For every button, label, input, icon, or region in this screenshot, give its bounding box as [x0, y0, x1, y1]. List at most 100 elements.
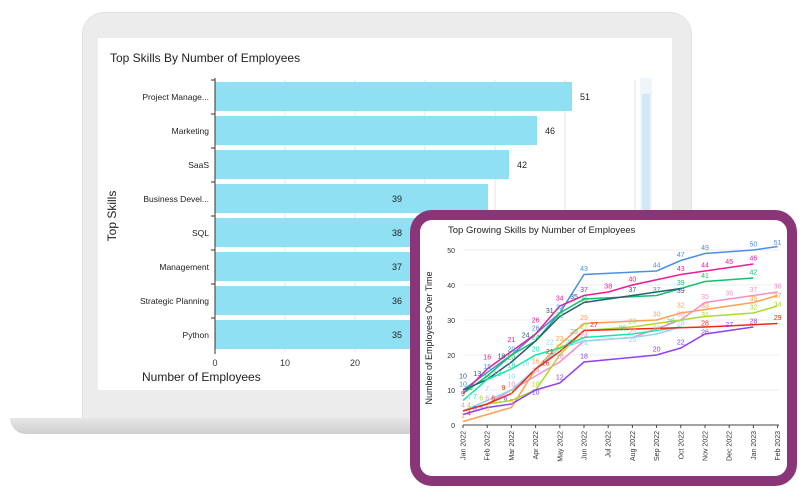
series-line [462, 322, 778, 412]
data-label: 10 [508, 382, 516, 389]
y-tick-label: 40 [447, 283, 455, 290]
category-label: SQL [192, 228, 209, 238]
data-label: 30 [677, 312, 685, 319]
data-label: 41 [701, 273, 709, 280]
data-label: 36 [392, 296, 402, 306]
data-label: 45 [725, 259, 733, 266]
data-label: 43 [677, 266, 685, 273]
x-tick-label: Jun 2022 [582, 431, 589, 460]
data-label: 42 [750, 270, 758, 277]
data-label: 28 [750, 319, 758, 326]
data-label: 35 [701, 294, 709, 301]
data-label: 24 [532, 335, 540, 342]
data-label: 7 [485, 386, 489, 393]
data-label: 10 [459, 382, 467, 389]
data-label: 33 [701, 303, 709, 310]
bar-chart: Top Skills By Number of Employees Number… [105, 51, 652, 388]
series-line [462, 277, 754, 395]
data-label: 13 [493, 371, 501, 378]
data-label: 32 [556, 305, 564, 312]
data-label: 46 [545, 126, 555, 136]
data-label: 26 [653, 326, 661, 333]
data-label: 37 [392, 262, 402, 272]
data-label: 27 [580, 324, 588, 331]
data-label: 10 [459, 374, 467, 381]
data-label: 31 [701, 312, 709, 319]
data-label: 6 [491, 396, 495, 403]
data-label: 9 [461, 391, 465, 398]
data-label: 16 [542, 361, 550, 368]
data-label: 42 [517, 160, 527, 170]
data-label: 47 [677, 252, 685, 259]
data-label: 22 [677, 340, 685, 347]
data-label: 37 [774, 293, 782, 300]
data-label: 23 [556, 336, 564, 343]
data-label: 37 [653, 287, 661, 294]
data-label: 5 [479, 405, 483, 412]
data-label: 31 [546, 308, 554, 315]
data-label: 18 [556, 354, 564, 361]
data-label: 39 [392, 194, 402, 204]
data-label: 24 [522, 333, 530, 340]
data-label: 5 [509, 399, 513, 406]
data-label: 4 [467, 395, 471, 402]
data-label: 7 [509, 390, 513, 397]
x-tick-label: Aug 2022 [630, 431, 637, 461]
x-tick-label: Jan 2023 [751, 431, 758, 460]
data-label: 18 [580, 354, 588, 361]
data-label: 28 [701, 321, 709, 328]
data-label: 6 [479, 396, 483, 403]
data-label: 25 [570, 329, 578, 336]
data-label: 38 [392, 228, 402, 238]
data-label: 26 [701, 330, 709, 337]
data-label: 37 [580, 287, 588, 294]
bar [215, 184, 488, 213]
data-label: 15 [483, 364, 491, 371]
data-label: 4 [461, 403, 465, 410]
data-label: 25 [629, 337, 637, 344]
data-label: 32 [677, 303, 685, 310]
x-tick-label: Sep 2022 [654, 431, 661, 461]
line-chart-title: Top Growing Skills by Number of Employee… [448, 225, 636, 236]
data-label: 29 [580, 315, 588, 322]
data-label: 36 [580, 297, 588, 304]
x-tick-label: Jul 2022 [606, 431, 613, 458]
category-label: Strategic Planning [140, 296, 209, 306]
data-label: 27 [725, 322, 733, 329]
data-label: 20 [653, 347, 661, 354]
data-label: 21 [546, 349, 554, 356]
data-label: 14 [483, 374, 491, 381]
data-label: 13 [473, 371, 481, 378]
data-label: 34 [556, 296, 564, 303]
series-line [462, 263, 754, 395]
data-label: 35 [392, 330, 402, 340]
y-tick-label: 20 [447, 353, 455, 360]
category-label: Business Devel... [143, 194, 209, 204]
category-label: Python [183, 330, 210, 340]
data-label: 49 [701, 245, 709, 252]
data-label: 26 [619, 326, 627, 333]
x-tick-label: 0 [212, 358, 217, 368]
x-tick-label: May 2022 [557, 431, 564, 462]
data-label: 39 [677, 280, 685, 287]
data-label: 36 [725, 291, 733, 298]
data-label: 24 [580, 333, 588, 340]
data-label: 29 [774, 315, 782, 322]
data-label: 20 [556, 345, 564, 352]
data-label: 6 [485, 396, 489, 403]
data-label: 43 [580, 266, 588, 273]
data-label: 6 [503, 396, 507, 403]
y-tick-label: 0 [451, 423, 455, 430]
data-label: 20 [508, 347, 516, 354]
data-label: 44 [701, 263, 709, 270]
data-label: 14 [532, 368, 540, 375]
data-label: 24 [580, 341, 588, 348]
data-label: 32 [750, 305, 758, 312]
data-label: 21 [508, 337, 516, 344]
bar [215, 150, 509, 179]
data-label: 1 [461, 413, 465, 420]
data-label: 37 [750, 287, 758, 294]
line-chart-card: Top Growing Skills by Number of Employee… [410, 210, 797, 486]
data-label: 12 [556, 375, 564, 382]
data-label: 26 [532, 318, 540, 325]
